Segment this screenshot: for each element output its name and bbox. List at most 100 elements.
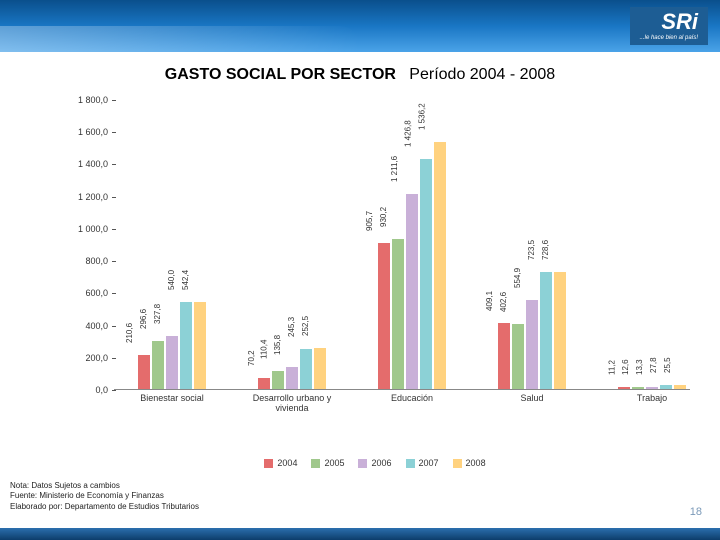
bar: 327,8 xyxy=(166,336,178,389)
footnote-fuente: Fuente: Ministerio de Economía y Finanza… xyxy=(10,491,199,501)
bar-value-label: 25,5 xyxy=(663,357,672,373)
chart-legend: 2004 2005 2006 2007 2008 xyxy=(60,458,690,468)
bar-value-label: 723,5 xyxy=(527,240,536,260)
bar-value-label: 542,4 xyxy=(181,270,190,290)
bar-value-label: 554,9 xyxy=(513,268,522,288)
bar: 11,2 xyxy=(618,387,630,389)
bar: 70,2 xyxy=(258,378,270,389)
bar: 905,7 xyxy=(378,243,390,389)
bar: 540,0 xyxy=(180,302,192,389)
bar: 402,6 xyxy=(512,324,524,389)
bar-value-label: 27,8 xyxy=(649,357,658,373)
y-axis-tick: 1 400,0 xyxy=(58,159,108,169)
bar-value-label: 296,6 xyxy=(139,309,148,329)
category-label: Educación xyxy=(357,394,467,404)
bar-group: 70,2110,4135,8245,3252,5 xyxy=(257,348,327,389)
bar-value-label: 728,6 xyxy=(541,240,550,260)
bar-value-label: 1 211,6 xyxy=(390,156,399,182)
bar-value-label: 327,8 xyxy=(153,304,162,324)
bar-value-label: 12,6 xyxy=(621,359,630,375)
category-label: Trabajo xyxy=(597,394,707,404)
title-main: GASTO SOCIAL POR SECTOR xyxy=(165,66,396,83)
bar: 110,4 xyxy=(272,371,284,389)
y-axis-tick: 1 200,0 xyxy=(58,192,108,202)
header-bar: SRi ...le hace bien al país! xyxy=(0,0,720,52)
bar-group: 210,6296,6327,8540,0542,4 xyxy=(137,302,207,389)
legend-label: 2006 xyxy=(371,458,391,468)
footnotes: Nota: Datos Sujetos a cambios Fuente: Mi… xyxy=(10,481,199,512)
y-axis-tick: 1 600,0 xyxy=(58,127,108,137)
footnote-elaborado: Elaborado por: Departamento de Estudios … xyxy=(10,502,199,512)
legend-item: 2005 xyxy=(311,458,344,468)
legend-label: 2004 xyxy=(277,458,297,468)
bar-value-label: 905,7 xyxy=(365,211,374,231)
bar: 930,2 xyxy=(392,239,404,389)
footer-bar xyxy=(0,528,720,540)
bar-value-label: 110,4 xyxy=(259,340,268,359)
category-label: Bienestar social xyxy=(117,394,227,404)
bar-value-label: 930,2 xyxy=(379,207,388,227)
bar-value-label: 540,0 xyxy=(167,270,176,290)
legend-label: 2008 xyxy=(466,458,486,468)
bar-group: 11,212,613,327,825,5 xyxy=(617,385,687,389)
y-axis-tick: 1 000,0 xyxy=(58,224,108,234)
bar: 13,3 xyxy=(646,387,658,389)
bar-group: 905,7930,21 211,61 426,81 536,2 xyxy=(377,142,447,389)
bar: 296,6 xyxy=(152,341,164,389)
bar: 27,8 xyxy=(660,385,672,389)
page-number: 18 xyxy=(690,506,702,518)
bar: 12,6 xyxy=(632,387,644,389)
bar-value-label: 409,1 xyxy=(485,291,494,311)
bar: 723,5 xyxy=(540,272,552,389)
bar: 1 536,2 xyxy=(434,142,446,389)
legend-swatch xyxy=(358,459,367,468)
legend-item: 2008 xyxy=(453,458,486,468)
page-title: GASTO SOCIAL POR SECTOR Período 2004 - 2… xyxy=(0,66,720,84)
title-period: Período 2004 - 2008 xyxy=(409,66,555,83)
bar: 554,9 xyxy=(526,300,538,389)
bar: 252,5 xyxy=(314,348,326,389)
bar-value-label: 135,8 xyxy=(273,335,282,355)
legend-swatch xyxy=(311,459,320,468)
legend-item: 2007 xyxy=(406,458,439,468)
bar-value-label: 245,3 xyxy=(287,317,296,337)
y-axis-tick: 400,0 xyxy=(58,321,108,331)
bar-value-label: 210,6 xyxy=(125,323,134,343)
bar: 210,6 xyxy=(138,355,150,389)
legend-item: 2006 xyxy=(358,458,391,468)
bar-value-label: 252,5 xyxy=(301,316,310,336)
y-axis-tick: 1 800,0 xyxy=(58,95,108,105)
legend-item: 2004 xyxy=(264,458,297,468)
bar-value-label: 1 536,2 xyxy=(418,103,427,130)
legend-swatch xyxy=(453,459,462,468)
bar: 135,8 xyxy=(286,367,298,389)
logo-tagline: ...le hace bien al país! xyxy=(640,35,698,41)
y-axis-tick: 200,0 xyxy=(58,353,108,363)
bar-value-label: 70,2 xyxy=(247,350,256,366)
category-label: Salud xyxy=(477,394,587,404)
bar-value-label: 1 426,8 xyxy=(404,120,413,147)
chart-container: 0,0 200,0 400,0 600,0 800,0 1 000,0 1 200,0 1 4… xyxy=(60,100,690,430)
y-axis-tick: 600,0 xyxy=(58,288,108,298)
bar: 245,3 xyxy=(300,349,312,389)
legend-swatch xyxy=(406,459,415,468)
legend-label: 2005 xyxy=(324,458,344,468)
bar: 1 426,8 xyxy=(420,159,432,389)
bar: 728,6 xyxy=(554,272,566,389)
y-axis-tick: 800,0 xyxy=(58,256,108,266)
bar-value-label: 13,3 xyxy=(635,359,644,375)
logo-text: SRi xyxy=(661,11,698,33)
bar: 542,4 xyxy=(194,302,206,389)
legend-label: 2007 xyxy=(419,458,439,468)
bar: 1 211,6 xyxy=(406,194,418,389)
bar: 25,5 xyxy=(674,385,686,389)
bar-value-label: 11,2 xyxy=(608,360,617,375)
bar: 409,1 xyxy=(498,323,510,389)
footnote-nota: Nota: Datos Sujetos a cambios xyxy=(10,481,199,491)
chart-plot: 0,0200,0400,0600,0800,01 000,01 200,01 4… xyxy=(114,100,690,390)
bar-group: 409,1402,6554,9723,5728,6 xyxy=(497,272,567,389)
y-axis-tick: 0,0 xyxy=(58,385,108,395)
category-label: Desarrollo urbano yvivienda xyxy=(237,394,347,414)
legend-swatch xyxy=(264,459,273,468)
bar-value-label: 402,6 xyxy=(499,292,508,312)
